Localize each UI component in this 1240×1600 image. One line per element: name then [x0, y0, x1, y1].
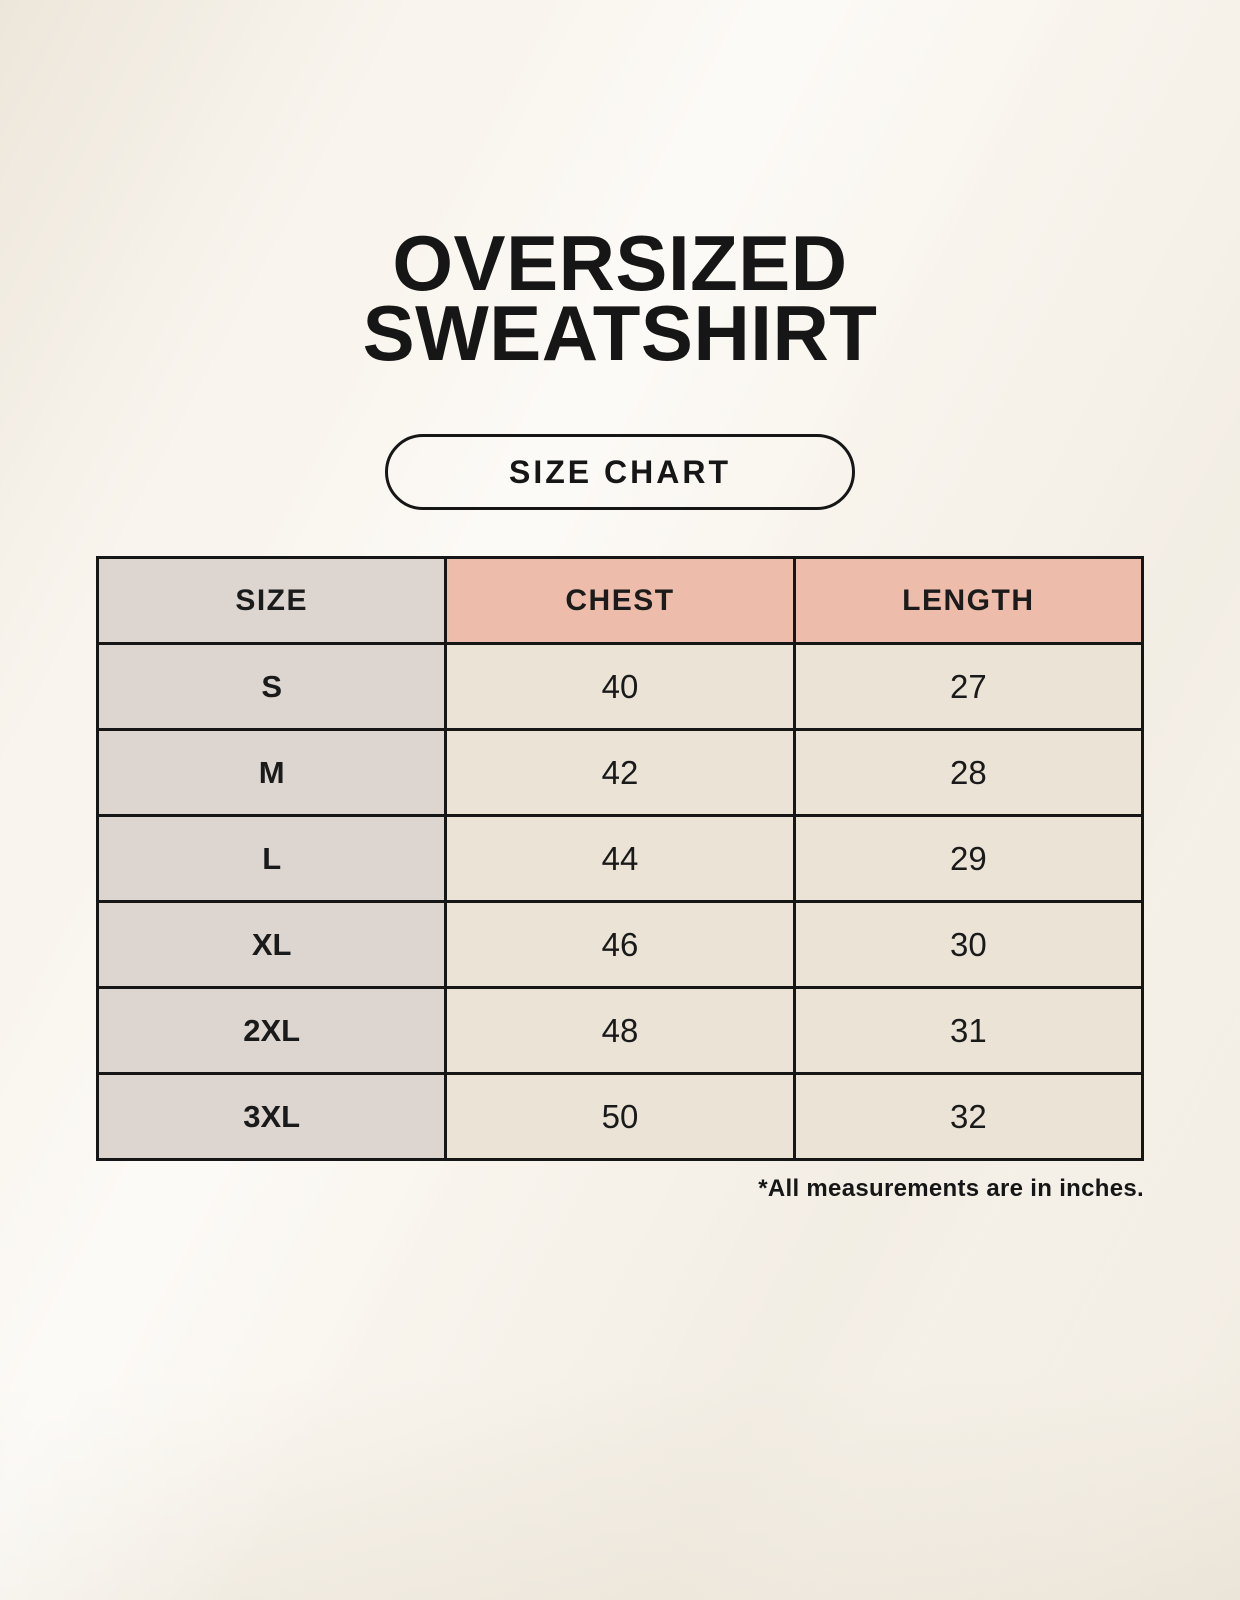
chest-value-cell: 50 — [444, 1072, 796, 1162]
table-row: XL 46 30 — [95, 900, 1145, 990]
size-label-cell: L — [95, 814, 448, 904]
chest-value-cell: 42 — [444, 728, 796, 818]
chest-value-cell: 40 — [444, 642, 796, 732]
page-title-line-1: OVERSIZED — [392, 219, 848, 307]
chest-value-cell: 48 — [444, 986, 796, 1076]
measurements-note: *All measurements are in inches. — [758, 1175, 1144, 1203]
page-title: OVERSIZED SWEATSHIRT — [0, 0, 1240, 378]
col-header-chest: CHEST — [444, 556, 796, 646]
length-value-cell: 32 — [792, 1072, 1145, 1162]
length-value-cell: 27 — [792, 642, 1145, 732]
table-row: S 40 27 — [95, 642, 1145, 732]
col-header-size: SIZE — [95, 556, 448, 646]
page-title-line-2: SWEATSHIRT — [362, 289, 878, 378]
length-value-cell: 28 — [792, 728, 1145, 818]
length-value-cell: 31 — [792, 986, 1145, 1076]
size-chart-badge: SIZE CHART — [385, 434, 855, 511]
table-row: 2XL 48 31 — [95, 986, 1145, 1076]
table-header-row: SIZE CHEST LENGTH — [95, 556, 1145, 646]
table-row: M 42 28 — [95, 728, 1145, 818]
length-value-cell: 29 — [792, 814, 1145, 904]
chest-value-cell: 46 — [444, 900, 796, 990]
table-row: L 44 29 — [95, 814, 1145, 904]
table-row: 3XL 50 32 — [95, 1072, 1145, 1162]
chest-value-cell: 44 — [444, 814, 796, 904]
length-value-cell: 30 — [792, 900, 1145, 990]
size-label-cell: 2XL — [95, 986, 448, 1076]
size-table: SIZE CHEST LENGTH S 40 27 M 42 28 — [95, 556, 1145, 1162]
size-label-cell: XL — [95, 900, 448, 990]
size-label-cell: 3XL — [95, 1072, 448, 1162]
size-label-cell: M — [95, 728, 448, 818]
size-label-cell: S — [95, 642, 448, 732]
col-header-length: LENGTH — [792, 556, 1145, 646]
